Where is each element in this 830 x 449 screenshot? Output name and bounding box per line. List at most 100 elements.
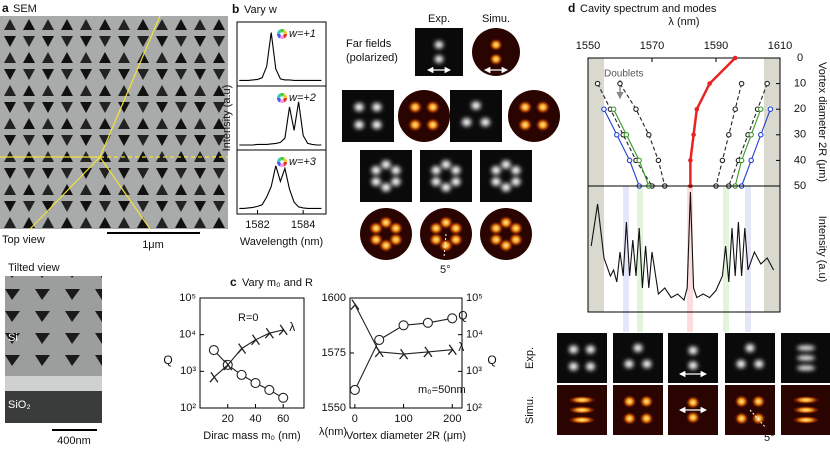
far-field-spots	[797, 345, 815, 371]
y2-tick-label: 10⁴	[466, 329, 483, 341]
spot	[489, 38, 503, 52]
spot	[489, 52, 503, 66]
spot	[371, 166, 381, 175]
far-field-exp	[360, 150, 412, 202]
marker	[732, 55, 738, 61]
sem-tilted-image	[5, 276, 102, 376]
column-label: Simu.	[482, 13, 510, 25]
far-field-exp	[450, 90, 502, 142]
series-label: λ	[458, 340, 464, 354]
far-field-simu	[472, 28, 520, 76]
far-field-exp	[613, 333, 663, 383]
spot	[535, 118, 551, 132]
color-wheel-hole	[280, 160, 284, 164]
x-axis-label: Vortex diameter 2R (μm)	[346, 430, 466, 442]
spot	[491, 177, 501, 186]
spot	[622, 395, 637, 408]
marker	[626, 157, 633, 164]
spot	[425, 118, 441, 132]
sem-top-image	[0, 16, 228, 229]
marker	[767, 106, 774, 112]
row-label: Simu.	[524, 396, 536, 424]
x-tick-label: 1610	[768, 40, 792, 52]
series-line	[689, 57, 737, 186]
series-label: λ	[289, 320, 295, 334]
marker	[655, 157, 662, 164]
spot	[441, 183, 451, 192]
shaded-band	[588, 186, 604, 312]
y-axis-label: Intensity (a.u)	[816, 216, 828, 283]
far-field-simu	[613, 385, 663, 435]
far-field-label: (polarized)	[346, 52, 398, 64]
angle-arrow	[443, 233, 447, 259]
spot	[354, 120, 364, 129]
color-wheel-hole	[280, 96, 284, 100]
spot	[391, 166, 401, 175]
x-tick-label: 1590	[704, 40, 728, 52]
spot	[388, 221, 404, 236]
marker	[350, 299, 360, 311]
panel-title: Vary m₀ and R	[242, 277, 313, 289]
material-label: Si	[8, 332, 18, 344]
marker	[223, 359, 233, 371]
marker	[738, 80, 745, 87]
spot	[511, 166, 521, 175]
y-tick-label: 10⁴	[179, 329, 196, 341]
spot	[624, 360, 634, 368]
spot	[751, 412, 766, 425]
spot	[586, 345, 595, 354]
spot	[488, 232, 504, 247]
marker	[726, 132, 732, 138]
y-tick-label: 20	[794, 103, 806, 115]
series-line	[741, 109, 771, 187]
marker	[398, 320, 409, 331]
far-field-spots	[354, 103, 382, 129]
color-wheel	[279, 157, 285, 162]
y2-tick-label: 10²	[466, 402, 482, 414]
spot	[639, 395, 654, 408]
panel-letter: b	[232, 2, 239, 16]
shaded-band	[764, 186, 780, 312]
spot	[517, 100, 533, 114]
caption: Top view	[2, 234, 45, 246]
panel-letter: c	[230, 275, 237, 289]
spot	[431, 177, 441, 186]
spot	[745, 344, 755, 352]
spot	[736, 360, 746, 368]
x-axis-label: λ (nm)	[668, 16, 699, 28]
spot	[431, 166, 441, 175]
plot-frame	[199, 297, 305, 409]
spot	[441, 160, 451, 169]
marker	[374, 346, 384, 358]
sem-tilted-edge	[5, 376, 102, 391]
spot	[686, 396, 700, 409]
marker	[623, 132, 630, 138]
y2-tick-label: 10⁵	[466, 292, 483, 304]
far-field-simu	[360, 208, 412, 260]
y2-tick-label: 10³	[466, 365, 482, 377]
marker	[447, 313, 458, 324]
x-tick-label: 1550	[576, 40, 600, 52]
spot	[434, 55, 444, 64]
plot-frame	[236, 21, 327, 215]
far-field-spots	[371, 160, 401, 192]
series-line	[603, 108, 640, 187]
series-label: w=+2	[289, 92, 316, 104]
x-tick-label: 1570	[640, 40, 664, 52]
marker	[594, 80, 601, 87]
x-tick-label: 1584	[291, 219, 315, 231]
y-tick-label: 10³	[180, 365, 196, 377]
series-label: Q	[458, 308, 467, 322]
y-axis-label: Intensity (a.u)	[221, 85, 233, 152]
x-tick-label: 200	[443, 413, 461, 425]
y-tick-label: 10	[794, 78, 806, 90]
spot	[517, 118, 533, 132]
y-tick-label: 1575	[322, 347, 346, 359]
y-tick-label: 10²	[180, 402, 196, 414]
spot	[448, 221, 464, 236]
marker	[447, 344, 457, 356]
spot	[754, 360, 764, 368]
column-label: Exp.	[428, 13, 450, 25]
spot	[686, 411, 700, 424]
